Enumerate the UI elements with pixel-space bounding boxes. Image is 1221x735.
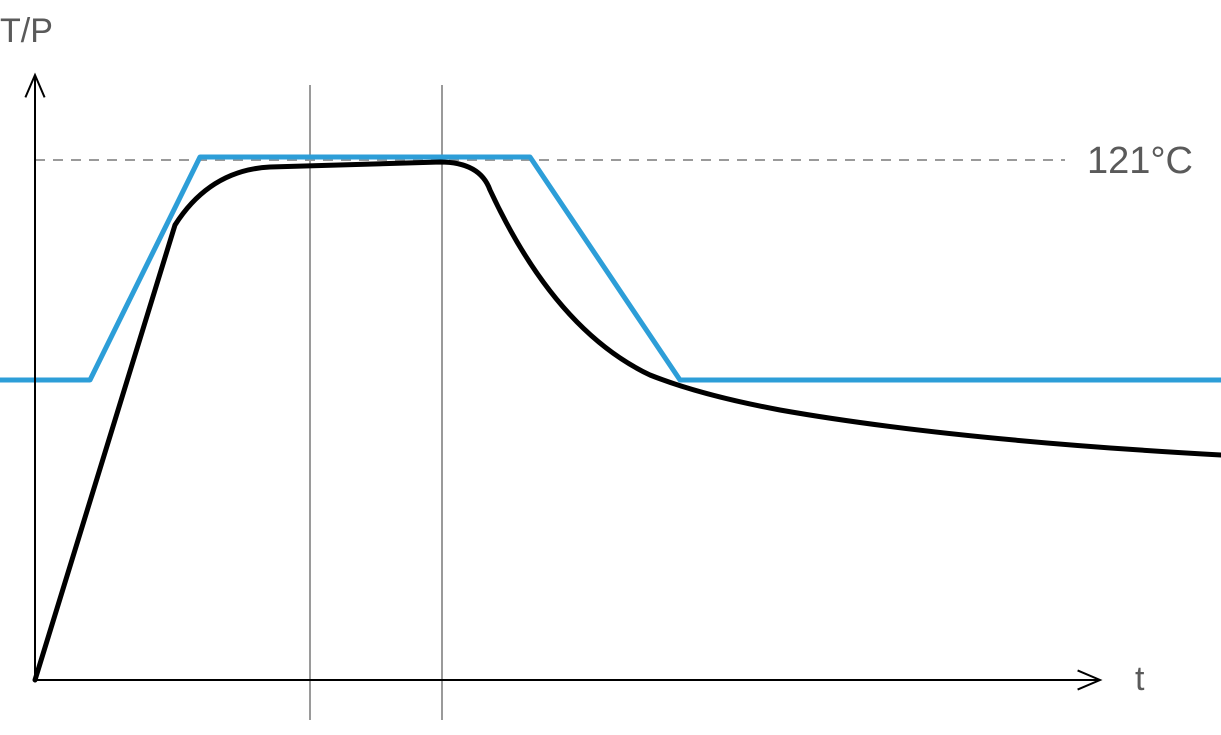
line-blue bbox=[0, 157, 1221, 380]
x-axis-label: t bbox=[1135, 660, 1144, 699]
line-black bbox=[35, 162, 1221, 680]
reference-label: 121°C bbox=[1087, 140, 1193, 183]
y-axis-label: T/P bbox=[0, 12, 53, 51]
chart-svg bbox=[0, 0, 1221, 735]
chart-container: T/P 121°C t bbox=[0, 0, 1221, 735]
